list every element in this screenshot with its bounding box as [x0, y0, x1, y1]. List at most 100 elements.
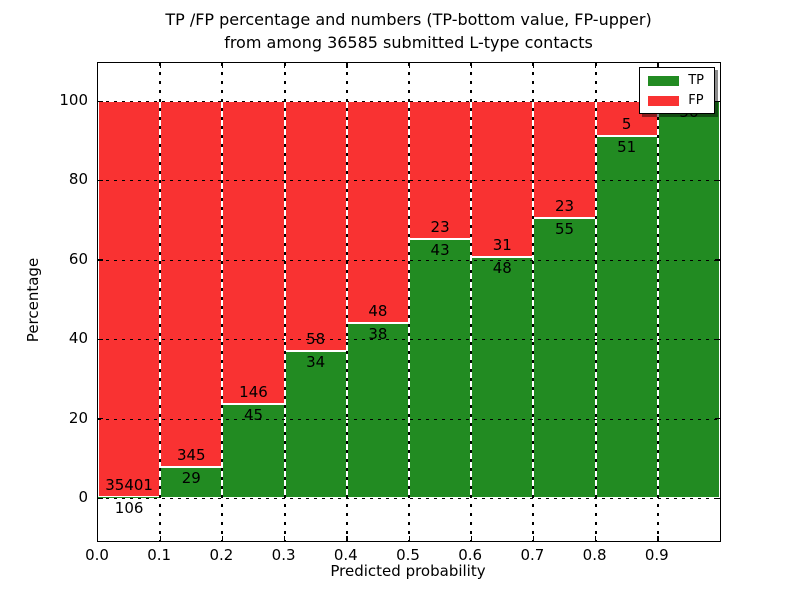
x-tick-mark	[408, 536, 410, 541]
y-tick-mark-right	[715, 497, 720, 499]
horizontal-gridline	[98, 418, 720, 420]
y-tick-mark-right	[715, 418, 720, 420]
tp-count-label: 55	[554, 220, 575, 239]
plot-area: TP FP 35401 106 345 29 146 45 58 34 48 38 23 43 31 48 2…	[97, 62, 721, 542]
legend-item: TP	[648, 74, 704, 87]
y-tick-mark	[98, 179, 103, 182]
vertical-gridline	[532, 63, 535, 541]
vertical-gridline	[656, 63, 659, 541]
x-tick-mark	[159, 536, 162, 541]
tp-count-label: 43	[430, 241, 450, 260]
x-tick-mark	[346, 536, 348, 541]
chart-title-line2: from among 36585 submitted L-type contac…	[224, 33, 593, 52]
x-tick-label: 0.8	[582, 546, 607, 564]
y-tick-mark	[98, 338, 103, 341]
y-tick-label: 40	[68, 329, 88, 348]
legend-item: FP	[648, 94, 704, 107]
horizontal-gridline	[98, 498, 720, 499]
fp-count-label: 31	[492, 235, 512, 254]
y-tick-mark	[98, 418, 103, 420]
x-tick-mark-top	[159, 63, 162, 68]
fp-count-label: 146	[239, 383, 268, 402]
x-tick-mark-top	[595, 63, 597, 68]
vertical-gridline	[283, 63, 286, 541]
tp-bar-segment	[222, 404, 285, 498]
x-tick-label: 0.7	[520, 546, 545, 564]
y-tick-label: 80	[68, 170, 88, 189]
x-tick-mark-top	[408, 63, 410, 68]
tp-count-label: 106	[114, 498, 144, 517]
fp-count-label: 23	[554, 197, 575, 216]
y-tick-mark-right	[715, 259, 720, 261]
tp-count-label: 29	[181, 469, 201, 488]
x-tick-mark-top	[284, 63, 286, 68]
horizontal-gridline	[98, 259, 720, 261]
vertical-gridline	[221, 63, 224, 541]
legend-item-label: TP	[688, 73, 704, 88]
tp-bar-segment	[98, 496, 161, 498]
y-tick-label: 100	[59, 91, 88, 109]
x-tick-mark	[532, 536, 535, 541]
tp-count-label: 51	[617, 138, 637, 157]
x-tick-mark-top	[532, 63, 535, 68]
y-tick-mark	[98, 100, 103, 102]
tp-count-label: 48	[492, 258, 512, 277]
x-tick-mark-top	[346, 63, 348, 68]
x-tick-mark-top	[470, 63, 473, 68]
fp-count-label: 48	[368, 301, 388, 320]
x-tick-mark-top	[221, 63, 224, 68]
fp-count-label: 345	[176, 446, 206, 465]
fp-legend-swatch	[648, 95, 680, 106]
y-tick-mark	[98, 497, 103, 499]
chart-title: TP /FP percentage and numbers (TP-bottom…	[97, 8, 720, 54]
vertical-gridline	[408, 63, 410, 541]
x-tick-label: 0.5	[396, 546, 420, 564]
fp-bar-segment	[346, 101, 409, 323]
chart-title-line1: TP /FP percentage and numbers (TP-bottom…	[165, 10, 652, 29]
fp-count-label: 23	[430, 218, 450, 237]
x-tick-mark	[221, 536, 224, 541]
x-tick-label: 0.1	[147, 546, 172, 564]
y-tick-mark-right	[715, 100, 720, 102]
tp-bar-segment	[595, 136, 658, 498]
tp-bar-segment	[533, 218, 596, 498]
legend-item-label: FP	[688, 93, 704, 108]
fp-bar-segment	[98, 101, 161, 497]
fp-count-label: 58	[306, 330, 326, 349]
tp-bar-segment	[284, 351, 347, 498]
tp-legend-swatch	[648, 75, 680, 86]
y-tick-label: 60	[68, 249, 88, 268]
fp-count-label: 35401	[105, 475, 153, 494]
horizontal-gridline	[98, 101, 720, 102]
fp-count-label: 5	[621, 115, 632, 134]
y-tick-mark	[98, 259, 103, 261]
x-tick-label: 0.2	[209, 546, 234, 564]
legend: TP FP	[639, 67, 715, 114]
y-tick-label: 0	[78, 488, 88, 506]
vertical-gridline	[345, 63, 348, 541]
vertical-gridline	[470, 63, 473, 541]
horizontal-gridline	[98, 339, 720, 341]
tp-bar-segment	[409, 239, 472, 498]
tp-bar-segment	[346, 322, 409, 498]
x-tick-mark	[470, 536, 473, 541]
x-tick-mark	[595, 536, 597, 541]
y-tick-mark-right	[715, 179, 720, 182]
horizontal-gridline	[98, 180, 720, 182]
tp-count-label: 38	[368, 324, 388, 343]
x-tick-label: 0.4	[333, 546, 358, 564]
tp-count-label: 45	[243, 406, 264, 425]
x-axis-label: Predicted probability	[330, 562, 486, 580]
vertical-gridline	[594, 63, 597, 541]
tp-count-label: 34	[306, 353, 326, 372]
vertical-gridline	[159, 63, 162, 541]
x-tick-label: 0.9	[644, 546, 669, 564]
tp-bar-segment	[471, 256, 534, 498]
x-tick-label: 0.6	[458, 546, 483, 564]
y-tick-mark-right	[715, 338, 720, 341]
tp-bar-segment	[657, 101, 720, 498]
y-tick-label: 20	[68, 408, 88, 427]
x-tick-label: 0.3	[271, 546, 296, 564]
x-tick-mark-top	[657, 63, 659, 68]
